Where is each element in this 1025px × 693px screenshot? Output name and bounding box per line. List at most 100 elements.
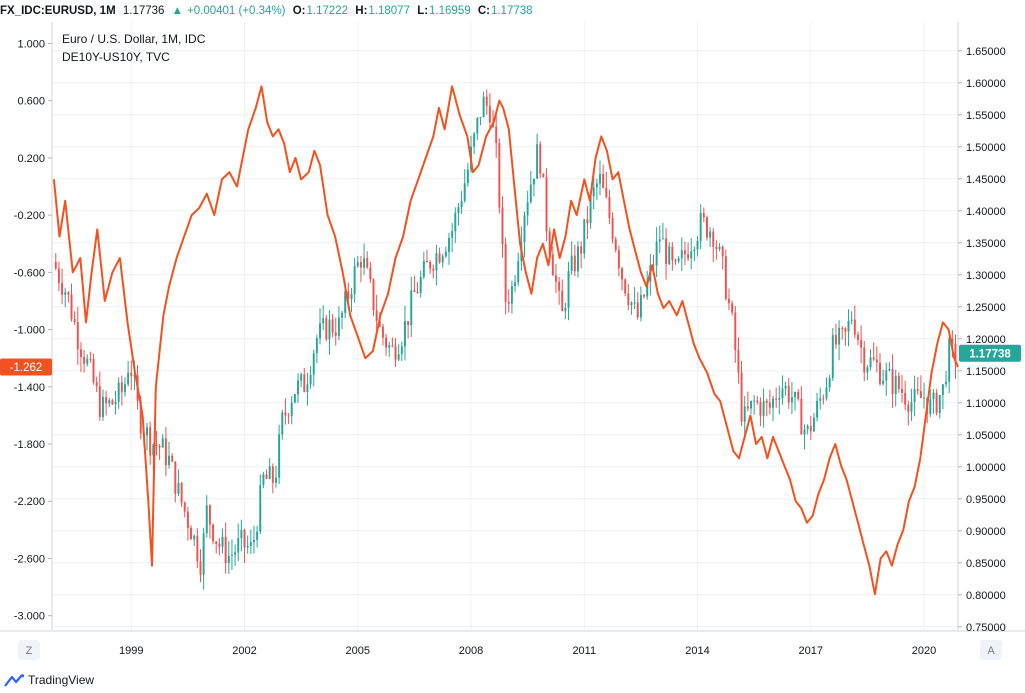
candle-body [221, 536, 224, 547]
right-last-value-badge: 1.17738 [959, 344, 1021, 362]
candle-body [630, 302, 633, 306]
candle-body [860, 339, 863, 348]
candle-body [586, 219, 589, 224]
candle-body [753, 400, 756, 402]
candle-body [419, 276, 422, 293]
candle-body [485, 96, 488, 106]
candle-body [869, 357, 872, 368]
right-tick-label: 1.25000 [966, 302, 1006, 314]
candle-body [699, 213, 702, 241]
candle-body [866, 367, 869, 373]
candle-body [661, 238, 664, 240]
candle-body [70, 294, 73, 320]
candle-body [306, 384, 309, 392]
candle-body [822, 398, 825, 400]
candle-body [709, 231, 712, 238]
candle-body [573, 255, 576, 272]
candle-body [583, 219, 586, 254]
legend-compare-series[interactable]: DE10Y-US10Y, TVC [62, 50, 170, 64]
candle-body [275, 477, 277, 483]
right-tick-label: 1.30000 [966, 270, 1006, 282]
candle-body [853, 319, 856, 335]
time-tick-label: 1999 [119, 645, 143, 657]
candle-body [816, 400, 819, 418]
candle-body [948, 338, 951, 382]
candle-body [337, 317, 340, 336]
candle-body [488, 105, 491, 123]
candle-body [882, 380, 885, 384]
price-chart[interactable]: 1.000 0.600 0.200 -0.200 -0.600 -1.000 -1.400 -… [0, 22, 1025, 668]
candle-body [879, 362, 881, 384]
tradingview-brand[interactable]: TradingView [28, 673, 95, 687]
open-value: 1.17222 [306, 5, 349, 17]
close-label: C: [477, 5, 490, 17]
candle-body [120, 382, 123, 393]
candle-body [794, 391, 797, 398]
candle-body [721, 246, 724, 257]
left-axis[interactable]: 1.000 0.600 0.200 -0.200 -0.600 -1.000 -1.400 -… [14, 38, 52, 623]
candle-body [297, 380, 299, 395]
candle-body [328, 319, 331, 340]
candle-body [705, 217, 708, 238]
candle-body [806, 425, 809, 430]
candle-body [246, 545, 249, 548]
candle-body [715, 246, 718, 250]
time-tick-label: 2017 [799, 645, 823, 657]
candle-body [750, 400, 752, 409]
right-tick-label: 1.15000 [966, 366, 1006, 378]
left-last-value: -1.262 [10, 362, 43, 374]
candle-body [919, 391, 922, 398]
legend-main-series[interactable]: Euro / U.S. Dollar, 1M, IDC [62, 32, 206, 46]
candle-body [57, 268, 60, 283]
candle-body [831, 335, 834, 379]
candle-body [284, 412, 287, 416]
candle-body [564, 307, 567, 312]
candle-body [790, 397, 793, 403]
close-value: 1.17738 [490, 5, 533, 17]
candle-body [444, 251, 447, 257]
auto-scale-left-button[interactable]: Z [18, 640, 40, 660]
candle-body [570, 255, 573, 272]
candle-body [385, 337, 388, 348]
candle-body [149, 427, 152, 456]
tradingview-logo-icon[interactable] [4, 674, 26, 687]
candle-body [746, 406, 749, 409]
candle-body [683, 250, 686, 255]
candle-body [227, 555, 230, 564]
time-axis[interactable]: 1999 2002 2005 2008 2011 2014 2017 2020 [119, 645, 936, 657]
candle-body [627, 293, 630, 306]
candle-body [945, 381, 948, 385]
candle-body [196, 535, 199, 562]
up-arrow-icon: ▲ [171, 5, 184, 17]
candle-body [602, 173, 605, 188]
symbol-header: FX_IDC:EURUSD, 1M 1.17736 ▲ +0.00401 (+0.… [0, 0, 1025, 22]
candle-body [819, 398, 822, 401]
candle-body [812, 417, 815, 432]
candle-body [595, 183, 598, 188]
right-axis[interactable]: 1.65000 1.60000 1.55000 1.50000 1.45000 1.400… [958, 46, 1006, 634]
symbol-name[interactable]: FX_IDC:EURUSD, 1M [0, 5, 116, 17]
candle-body [592, 187, 595, 197]
candle-body [621, 268, 624, 280]
right-tick-label: 0.75000 [966, 622, 1006, 634]
candle-body [388, 345, 391, 348]
candle-body [174, 461, 177, 494]
candle-body [756, 400, 759, 403]
right-tick-label: 1.20000 [966, 334, 1006, 346]
auto-scale-right-button[interactable]: A [980, 640, 1002, 660]
right-tick-label: 1.65000 [966, 46, 1006, 58]
candle-body [146, 427, 148, 436]
candle-body [378, 320, 381, 327]
candle-body [397, 354, 400, 360]
candle-body [841, 327, 844, 329]
high-label: H: [355, 5, 368, 17]
candle-body [907, 404, 910, 412]
candle-body [407, 321, 410, 325]
candle-body [341, 312, 344, 318]
candle-body [834, 335, 837, 345]
candle-body [523, 215, 526, 243]
candle-body [73, 319, 76, 323]
high-value: 1.18077 [368, 5, 410, 17]
candle-body [124, 384, 126, 393]
candle-body [665, 238, 668, 265]
